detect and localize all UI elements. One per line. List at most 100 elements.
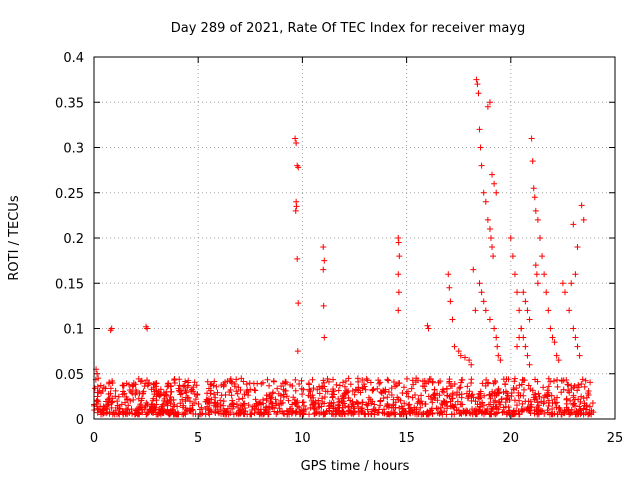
data-point (195, 401, 202, 408)
data-point (277, 397, 284, 404)
data-point (523, 406, 530, 413)
data-point (235, 396, 242, 403)
data-point (484, 103, 491, 110)
data-point (572, 271, 579, 278)
data-point (451, 343, 458, 350)
data-point (474, 81, 481, 88)
data-point (309, 401, 316, 408)
data-point (526, 361, 533, 368)
data-point (589, 399, 596, 406)
data-point (395, 271, 402, 278)
y-tick-label: 0.4 (63, 51, 84, 66)
data-point (185, 382, 192, 389)
data-point (325, 378, 332, 385)
data-point (526, 316, 533, 323)
data-point (505, 404, 512, 411)
data-point (295, 164, 302, 171)
data-point (278, 383, 285, 390)
data-point (509, 411, 516, 418)
data-point (249, 403, 256, 410)
data-point (349, 387, 356, 394)
data-point (115, 410, 122, 417)
data-point (270, 378, 277, 385)
data-point (503, 395, 510, 402)
data-point (534, 216, 541, 223)
data-point (309, 376, 316, 383)
data-point (345, 407, 352, 414)
data-point (583, 403, 590, 410)
grid-lines (94, 57, 615, 419)
data-points (91, 76, 597, 418)
data-point (561, 409, 568, 416)
data-point (319, 385, 326, 392)
data-point (229, 400, 236, 407)
data-point (279, 408, 286, 415)
data-point (545, 397, 552, 404)
data-point (588, 407, 595, 414)
data-point (574, 387, 581, 394)
data-point (269, 389, 276, 396)
data-point (472, 410, 479, 417)
data-point (441, 408, 448, 415)
data-point (359, 405, 366, 412)
data-point (486, 225, 493, 232)
data-point (258, 380, 265, 387)
data-point (164, 383, 171, 390)
data-point (345, 403, 352, 410)
data-point (329, 393, 336, 400)
chart-title: Day 289 of 2021, Rate Of TEC Index for r… (171, 21, 526, 36)
data-point (179, 404, 186, 411)
data-point (565, 381, 572, 388)
y-axis-label: ROTI / TECUs (7, 195, 22, 280)
data-point (108, 399, 115, 406)
data-point (454, 398, 461, 405)
data-point (527, 398, 534, 405)
data-point (103, 405, 110, 412)
data-point (196, 411, 203, 418)
data-point (456, 385, 463, 392)
data-point (425, 378, 432, 385)
data-point (266, 382, 273, 389)
data-point (551, 410, 558, 417)
data-point (107, 390, 114, 397)
data-point (478, 409, 485, 416)
data-point (228, 392, 235, 399)
data-point (482, 198, 489, 205)
data-point (541, 410, 548, 417)
data-point (520, 289, 527, 296)
x-tick-label: 25 (607, 431, 624, 446)
data-point (138, 377, 145, 384)
data-point (424, 322, 431, 329)
data-point (505, 409, 512, 416)
data-point (435, 379, 442, 386)
data-point (476, 403, 483, 410)
data-point (194, 391, 201, 398)
data-point (522, 298, 529, 305)
data-point (292, 207, 299, 214)
data-point (498, 395, 505, 402)
data-point (118, 401, 125, 408)
data-point (167, 393, 174, 400)
data-point (422, 400, 429, 407)
data-point (489, 244, 496, 251)
data-point (311, 406, 318, 413)
data-point (171, 377, 178, 384)
data-point (128, 406, 135, 413)
data-point (480, 298, 487, 305)
data-point (108, 404, 115, 411)
data-point (439, 388, 446, 395)
data-point (476, 280, 483, 287)
data-point (427, 375, 434, 382)
data-point (437, 378, 444, 385)
data-point (493, 409, 500, 416)
data-point (294, 255, 301, 262)
data-point (461, 354, 468, 361)
data-point (324, 375, 331, 382)
data-point (468, 361, 475, 368)
data-point (362, 386, 369, 393)
data-point (575, 396, 582, 403)
data-point (396, 253, 403, 260)
data-point (444, 405, 451, 412)
data-point (410, 381, 417, 388)
data-point (355, 384, 362, 391)
